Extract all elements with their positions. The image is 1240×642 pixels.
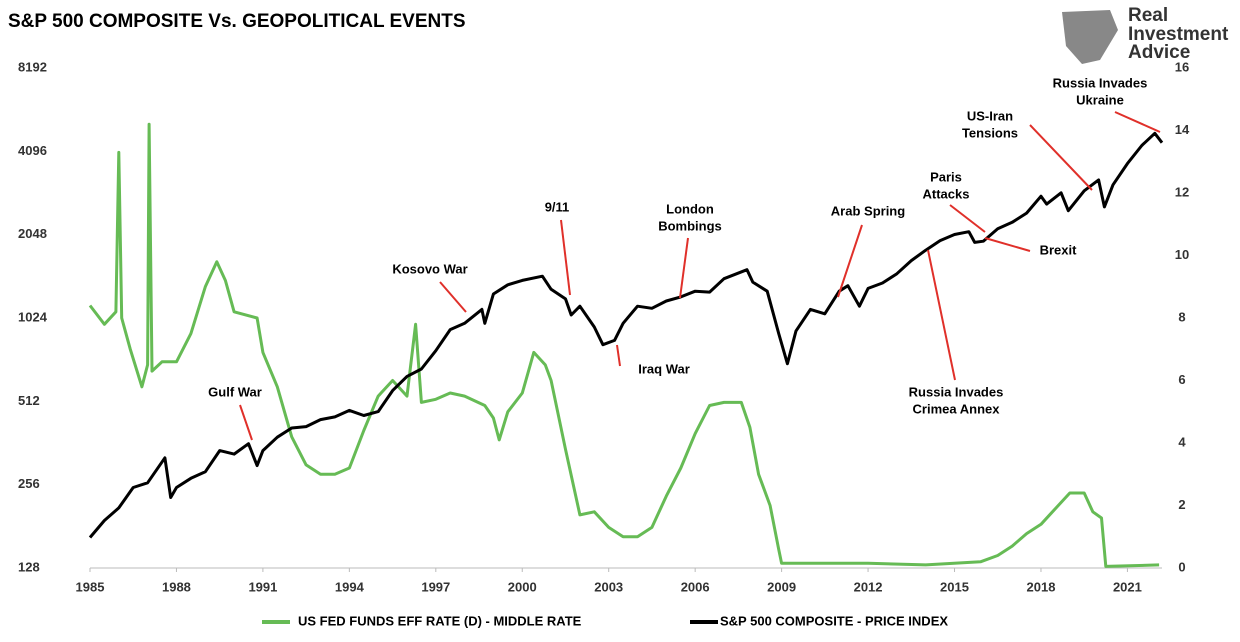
x-tick-label: 1997 (421, 579, 450, 594)
y-tick-label: 256 (18, 476, 40, 491)
annotation-label: Paris (930, 169, 962, 184)
y2-tick-label: 8 (1178, 309, 1185, 324)
x-tick-label: 2021 (1113, 579, 1142, 594)
y-tick-label: 512 (18, 393, 40, 408)
annotation-arrow (927, 249, 956, 381)
x-tick-label: 2015 (940, 579, 969, 594)
annotation-arrow (439, 281, 467, 313)
legend-label: US FED FUNDS EFF RATE (D) - MIDDLE RATE (298, 613, 582, 628)
series-line (88, 131, 1164, 539)
annotation-label: Tensions (962, 125, 1018, 140)
annotation-label: Iraq War (638, 361, 690, 376)
y2-tick-label: 12 (1175, 184, 1189, 199)
y-tick-label: 4096 (18, 143, 47, 158)
logo-icon (1062, 10, 1118, 64)
y2-tick-label: 0 (1178, 559, 1185, 574)
x-tick-label: 2000 (508, 579, 537, 594)
annotation-label: Arab Spring (831, 203, 905, 218)
y-tick-label: 1024 (18, 309, 48, 324)
logo-text: Investment (1128, 24, 1229, 45)
y2-tick-label: 10 (1175, 247, 1189, 262)
y2-tick-label: 16 (1175, 59, 1189, 74)
annotation-label: US-Iran (967, 108, 1013, 123)
x-tick-label: 2009 (767, 579, 796, 594)
annotation-arrow (949, 204, 986, 233)
annotation-label: Gulf War (208, 384, 262, 399)
x-tick-label: 1988 (162, 579, 191, 594)
x-tick-label: 2003 (594, 579, 623, 594)
y2-tick-label: 6 (1178, 372, 1185, 387)
series-line (88, 122, 1160, 568)
annotation-label: London (666, 201, 714, 216)
annotation-arrow (560, 219, 571, 296)
annotation-label: Attacks (923, 186, 970, 201)
x-tick-label: 2006 (681, 579, 710, 594)
x-tick-label: 2018 (1027, 579, 1056, 594)
annotation-label: Crimea Annex (913, 401, 1001, 416)
chart-title: S&P 500 COMPOSITE Vs. GEOPOLITICAL EVENT… (8, 11, 466, 32)
annotation-arrow (837, 224, 863, 298)
x-tick-label: 1991 (248, 579, 277, 594)
y-tick-label: 128 (18, 559, 40, 574)
annotation-label: Ukraine (1076, 92, 1124, 107)
y2-tick-label: 4 (1178, 434, 1186, 449)
logo-text: Advice (1128, 42, 1190, 63)
annotation-label: Russia Invades (1053, 75, 1148, 90)
annotation-label: Kosovo War (392, 261, 467, 276)
annotation-arrow (679, 237, 689, 299)
x-tick-label: 1985 (76, 579, 105, 594)
legend-label: S&P 500 COMPOSITE - PRICE INDEX (720, 613, 948, 628)
y-tick-label: 2048 (18, 226, 47, 241)
annotation-arrow (1114, 111, 1161, 133)
annotation-label: Brexit (1040, 242, 1078, 257)
logo-text: Real (1128, 5, 1168, 26)
annotation-label: Russia Invades (909, 384, 1004, 399)
annotation-label: Bombings (658, 218, 722, 233)
annotation-arrow (239, 404, 253, 441)
annotation-arrow (616, 344, 621, 367)
y-tick-label: 8192 (18, 59, 47, 74)
x-tick-label: 2012 (854, 579, 883, 594)
x-tick-label: 1994 (335, 579, 365, 594)
annotation-arrow (984, 237, 1031, 252)
y2-tick-label: 14 (1175, 122, 1190, 137)
logo: Real Investment Advice (1062, 5, 1229, 64)
annotation-label: 9/11 (545, 199, 570, 214)
annotation-arrow (1029, 124, 1093, 191)
y2-tick-label: 2 (1178, 497, 1185, 512)
